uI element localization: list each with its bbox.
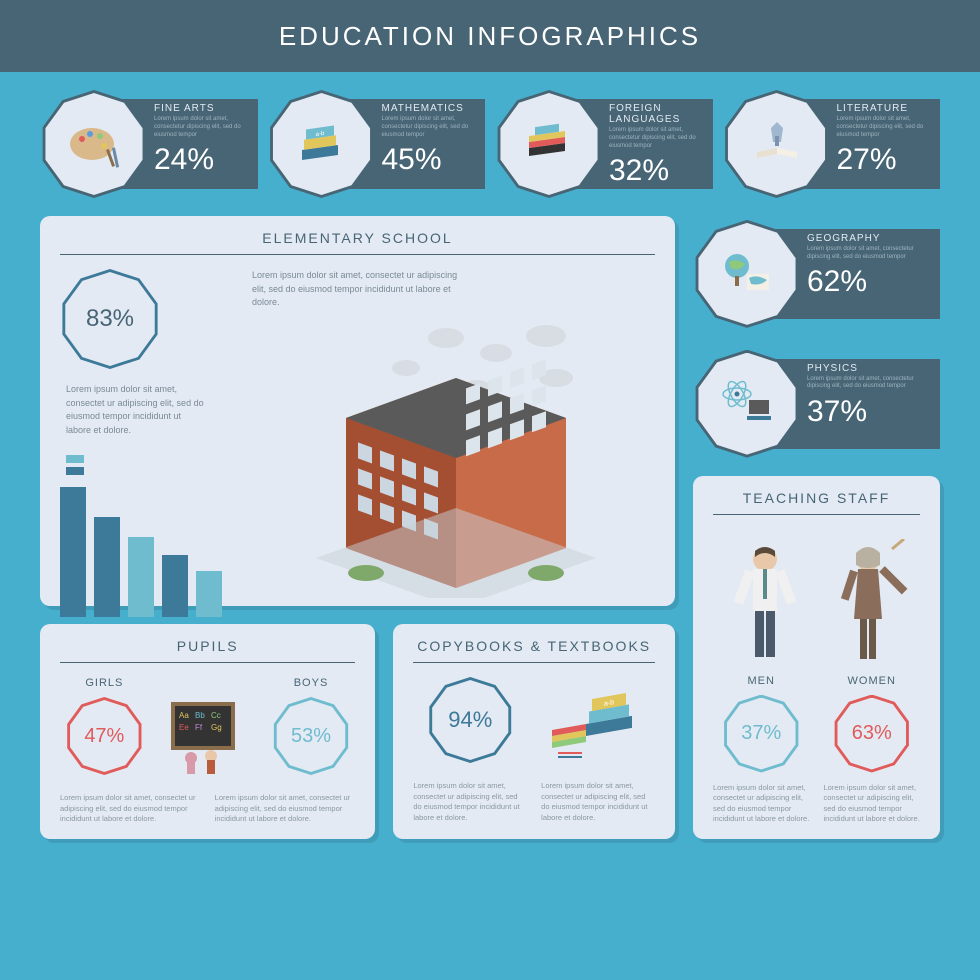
staff-title: TEACHING STAFF bbox=[713, 490, 920, 515]
women-desc: Lorem ipsum dolor sit amet, consectet ur… bbox=[824, 783, 921, 825]
subject-label: PHYSICS bbox=[807, 363, 930, 374]
men-ring: 37% bbox=[722, 695, 800, 773]
legend-box-dark bbox=[66, 467, 84, 475]
bar-4 bbox=[162, 555, 188, 617]
subjects-row: FINE ARTS Lorem ipsum dolor sit amet, co… bbox=[40, 90, 940, 198]
subject-desc: Lorem ipsum dolor sit amet, consectetur … bbox=[154, 116, 248, 139]
subject-desc: Lorem ipsum dolor sit amet, consectetur … bbox=[807, 376, 930, 392]
open-book-icon bbox=[726, 93, 828, 195]
mid-right-col: GEOGRAPHY Lorem ipsum dolor sit amet, co… bbox=[693, 216, 940, 839]
bar-2 bbox=[94, 517, 120, 617]
copybooks-ring: 94% bbox=[427, 677, 513, 763]
pupils-title: PUPILS bbox=[60, 638, 355, 663]
subject-geography: GEOGRAPHY Lorem ipsum dolor sit amet, co… bbox=[693, 216, 940, 332]
atom-icon bbox=[696, 353, 798, 455]
subject-label: FINE ARTS bbox=[154, 103, 248, 114]
copybooks-pct: 94% bbox=[448, 707, 492, 733]
textbooks-icon: a-b bbox=[541, 677, 655, 773]
subject-desc: Lorem ipsum dolor sit amet, consectetur … bbox=[609, 127, 703, 150]
globe-icon bbox=[696, 223, 798, 325]
svg-text:Ff: Ff bbox=[195, 723, 203, 732]
girls-pct: 47% bbox=[84, 725, 124, 748]
svg-text:Bb: Bb bbox=[195, 711, 205, 720]
subject-desc: Lorem ipsum dolor sit amet, consectetur … bbox=[807, 246, 930, 262]
subject-label: LITERATURE bbox=[837, 103, 931, 114]
subject-fine-arts: FINE ARTS Lorem ipsum dolor sit amet, co… bbox=[40, 90, 258, 198]
copybooks-title: COPYBOOKS & TEXTBOOKS bbox=[413, 638, 655, 663]
elementary-pct-ring: 83% bbox=[60, 269, 160, 369]
elementary-pct: 83% bbox=[86, 305, 134, 333]
women-label: WOMEN bbox=[824, 675, 921, 687]
svg-text:Ee: Ee bbox=[179, 723, 189, 732]
men-label: MEN bbox=[713, 675, 810, 687]
subject-pct: 27% bbox=[837, 143, 931, 177]
girls-ring: 47% bbox=[65, 697, 143, 775]
copybooks-desc-2: Lorem ipsum dolor sit amet, consectet ur… bbox=[541, 781, 655, 823]
pupils-desc-2: Lorem ipsum dolor sit amet, consectet ur… bbox=[215, 793, 356, 825]
main-container: FINE ARTS Lorem ipsum dolor sit amet, co… bbox=[0, 72, 980, 857]
pupils-desc-1: Lorem ipsum dolor sit amet, consectet ur… bbox=[60, 793, 201, 825]
subject-label: FOREIGN LANGUAGES bbox=[609, 103, 703, 125]
elementary-desc-2: Lorem ipsum dolor sit amet, consectet ur… bbox=[252, 269, 462, 310]
books-icon: a-b bbox=[271, 93, 373, 195]
pupils-panel: PUPILS GIRLS 47% Aa Bb Cc bbox=[40, 624, 375, 839]
copybooks-desc-1: Lorem ipsum dolor sit amet, consectet ur… bbox=[413, 781, 527, 823]
bar-1 bbox=[60, 487, 86, 617]
boys-label: BOYS bbox=[267, 677, 356, 689]
elementary-title: ELEMENTARY SCHOOL bbox=[60, 230, 655, 255]
men-pct: 37% bbox=[741, 722, 781, 745]
subject-pct: 24% bbox=[154, 143, 248, 177]
svg-text:Aa: Aa bbox=[179, 711, 189, 720]
men-desc: Lorem ipsum dolor sit amet, consectet ur… bbox=[713, 783, 810, 825]
copybooks-panel: COPYBOOKS & TEXTBOOKS 94% bbox=[393, 624, 675, 839]
svg-text:Gg: Gg bbox=[211, 723, 222, 732]
boys-pct: 53% bbox=[291, 725, 331, 748]
boys-ring: 53% bbox=[272, 697, 350, 775]
subject-label: MATHEMATICS bbox=[382, 103, 476, 114]
subject-literature: LITERATURE Lorem ipsum dolor sit amet, c… bbox=[723, 90, 941, 198]
teacher-woman-icon bbox=[828, 539, 908, 669]
palette-icon bbox=[43, 93, 145, 195]
subject-label: GEOGRAPHY bbox=[807, 233, 930, 244]
elementary-desc: Lorem ipsum dolor sit amet, consectet ur… bbox=[66, 383, 206, 437]
subject-pct: 62% bbox=[807, 265, 930, 299]
language-books-icon bbox=[498, 93, 600, 195]
legend-box-light bbox=[66, 455, 84, 463]
staff-panel: TEACHING STAFF bbox=[693, 476, 940, 839]
blackboard-icon: Aa Bb Cc Ee Ff Gg bbox=[163, 677, 253, 785]
bar-chart bbox=[60, 487, 230, 617]
subject-foreign-languages: FOREIGN LANGUAGES Lorem ipsum dolor sit … bbox=[495, 90, 713, 198]
school-building-icon bbox=[246, 318, 536, 588]
women-pct: 63% bbox=[852, 722, 892, 745]
svg-text:Cc: Cc bbox=[211, 711, 221, 720]
subject-pct: 45% bbox=[382, 143, 476, 177]
girls-label: GIRLS bbox=[60, 677, 149, 689]
subject-physics: PHYSICS Lorem ipsum dolor sit amet, cons… bbox=[693, 346, 940, 462]
bar-3 bbox=[128, 537, 154, 617]
women-ring: 63% bbox=[833, 695, 911, 773]
subject-desc: Lorem ipsum dolor sit amet, consectetur … bbox=[837, 116, 931, 139]
subject-pct: 32% bbox=[609, 154, 703, 188]
bottom-row: PUPILS GIRLS 47% Aa Bb Cc bbox=[40, 624, 675, 839]
subject-pct: 37% bbox=[807, 395, 930, 429]
elementary-panel: ELEMENTARY SCHOOL 83% Lorem ipsum dolor … bbox=[40, 216, 675, 606]
teacher-man-icon bbox=[725, 539, 805, 669]
subject-desc: Lorem ipsum dolor sit amet, consectetur … bbox=[382, 116, 476, 139]
page-title: EDUCATION INFOGRAPHICS bbox=[0, 0, 980, 72]
mid-row: ELEMENTARY SCHOOL 83% Lorem ipsum dolor … bbox=[40, 216, 940, 839]
subject-mathematics: a-b MATHEMATICS Lorem ipsum dolor sit am… bbox=[268, 90, 486, 198]
bar-5 bbox=[196, 571, 222, 617]
mid-left-col: ELEMENTARY SCHOOL 83% Lorem ipsum dolor … bbox=[40, 216, 675, 839]
